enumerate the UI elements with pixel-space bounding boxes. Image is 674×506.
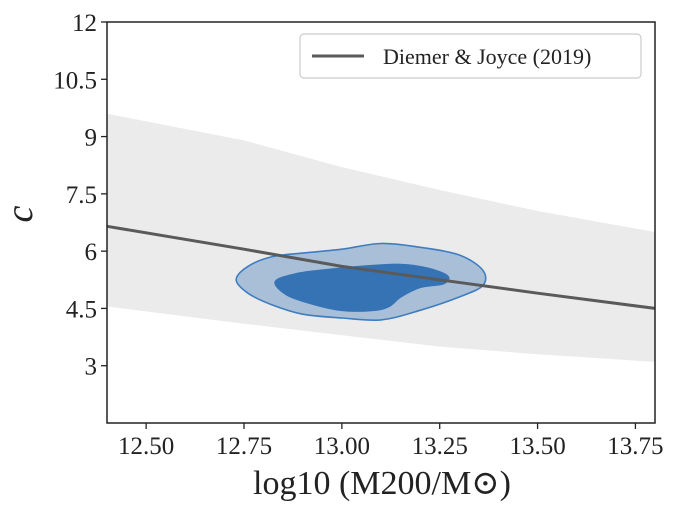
x-tick-label: 12.75 [216, 433, 272, 460]
x-tick-label: 12.50 [118, 433, 174, 460]
scatter-band [107, 113, 655, 362]
y-tick-label: 12 [72, 10, 97, 37]
legend-box [299, 33, 642, 79]
legend: Diemer & Joyce (2019) [299, 33, 642, 79]
y-tick-label: 6 [85, 239, 98, 266]
axes-frame [106, 21, 656, 424]
y-tick-label: 10.5 [53, 67, 97, 94]
x-axis: 12.50 12.75 13.00 13.25 13.50 13.75 [118, 423, 664, 460]
y-tick-label: 7.5 [66, 182, 97, 209]
x-tick-label: 13.00 [314, 433, 370, 460]
y-tick-label: 3 [85, 354, 98, 381]
y-axis: 3 4.5 6 7.5 9 10.5 12 [53, 10, 107, 381]
plot-area [106, 113, 656, 362]
y-tick-label: 9 [85, 125, 98, 152]
legend-entry-label: Diemer & Joyce (2019) [383, 44, 591, 69]
x-tick-label: 13.75 [607, 433, 663, 460]
x-axis-label: log10 (M200/M⊙) [253, 465, 511, 502]
model-line [106, 224, 656, 310]
y-axis-label: c [0, 205, 41, 222]
y-tick-label: 4.5 [66, 296, 97, 323]
x-tick-label: 13.25 [412, 433, 468, 460]
x-tick-label: 13.50 [509, 433, 565, 460]
